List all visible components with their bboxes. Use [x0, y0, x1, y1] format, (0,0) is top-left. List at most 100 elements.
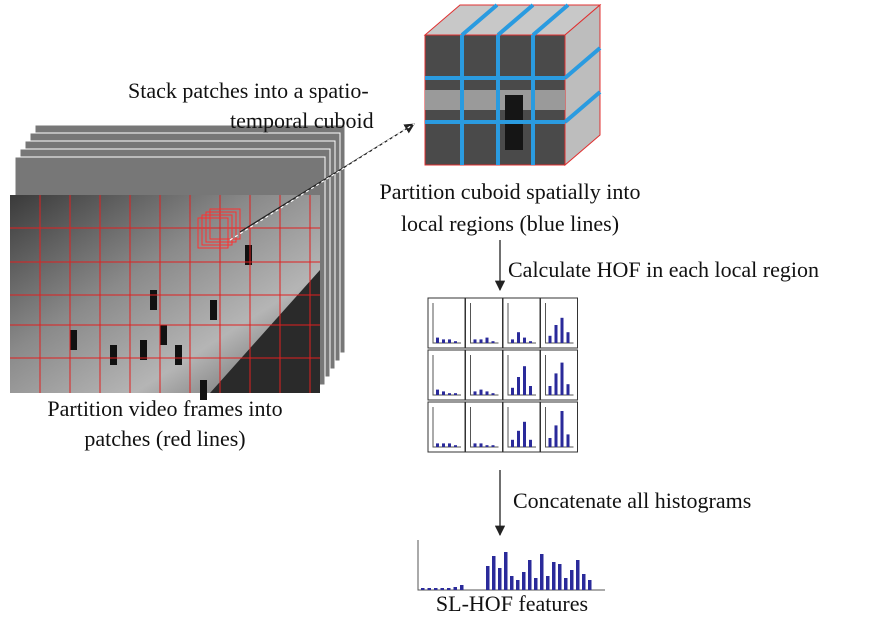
hist-bar [486, 391, 489, 395]
person [70, 330, 77, 350]
hist-bar [480, 443, 483, 447]
final-bar [570, 570, 574, 590]
hist-bar [523, 422, 526, 447]
person [140, 340, 147, 360]
final-bar [534, 578, 538, 590]
hist-bar [454, 445, 457, 447]
final-bar [552, 562, 556, 590]
label: Calculate HOF in each local region [508, 257, 819, 282]
hist-bar [442, 339, 445, 343]
hist-bar [549, 438, 552, 447]
final-bar [588, 580, 592, 590]
hist-cell [541, 298, 578, 348]
final-bar [447, 588, 451, 590]
label: Stack patches into a spatio- [128, 78, 369, 103]
final-bar [522, 572, 526, 590]
hist-bar [511, 440, 514, 447]
hist-bar [480, 339, 483, 343]
final-bar [492, 556, 496, 590]
hist-bar [474, 391, 477, 395]
hist-bar [442, 391, 445, 395]
hist-bar [529, 440, 532, 447]
hist-cell [428, 350, 465, 400]
final-bar [421, 588, 425, 590]
hist-cell [466, 402, 503, 452]
hist-bar [561, 363, 564, 395]
final-bar [558, 564, 562, 590]
hist-bar [561, 318, 564, 343]
person [175, 345, 182, 365]
hist-cell [466, 298, 503, 348]
hist-cell [503, 298, 540, 348]
hist-bar [561, 411, 564, 447]
hist-cell [541, 402, 578, 452]
hist-bar [549, 336, 552, 343]
hist-cell [503, 402, 540, 452]
person [160, 325, 167, 345]
hist-bar [454, 341, 457, 343]
hist-bar [555, 373, 558, 395]
final-bar [498, 568, 502, 590]
hist-bar [567, 384, 570, 395]
hist-bar [480, 390, 483, 395]
hist-bar [523, 338, 526, 343]
hist-bar [511, 339, 514, 343]
hist-bar [517, 332, 520, 343]
hist-bar [486, 445, 489, 447]
label: Partition cuboid spatially into [380, 179, 641, 204]
final-bar [576, 560, 580, 590]
hist-bar [442, 443, 445, 447]
hist-bar [549, 386, 552, 395]
label: local regions (blue lines) [401, 211, 619, 236]
hist-cell [466, 350, 503, 400]
label: Partition video frames into [47, 396, 282, 421]
person [110, 345, 117, 365]
page: {"labels": { "stack": {"lines": ["Stack … [0, 0, 878, 620]
hist-bar [448, 339, 451, 343]
hist-bar [555, 325, 558, 343]
final-bar [441, 588, 445, 590]
final-bar [540, 554, 544, 590]
cuboid [425, 5, 600, 165]
final-bar [454, 587, 458, 590]
hist-bar [492, 393, 495, 395]
hist-bar [567, 332, 570, 343]
final-bar [434, 588, 438, 590]
hist-bar [555, 425, 558, 447]
hist-bar [474, 443, 477, 447]
hist-bar [567, 434, 570, 447]
sl-hof-histogram [418, 540, 605, 590]
hist-bar [436, 338, 439, 343]
label: SL-HOF features [436, 591, 588, 616]
person [150, 290, 157, 310]
hist-bar [517, 431, 520, 447]
diagram: Stack patches into a spatio- temporal cu… [0, 0, 878, 620]
video-frames [10, 125, 345, 400]
final-bar [428, 588, 432, 590]
final-bar [528, 560, 532, 590]
hist-cell [503, 350, 540, 400]
hist-bar [529, 341, 532, 343]
final-bar [516, 580, 520, 590]
label: Concatenate all histograms [513, 488, 751, 513]
hist-bar [436, 390, 439, 395]
hist-bar [474, 339, 477, 343]
hist-bar [492, 445, 495, 447]
hist-bar [486, 338, 489, 343]
final-bar [546, 576, 550, 590]
final-bar [582, 574, 586, 590]
hist-bar [448, 393, 451, 395]
label: temporal cuboid [230, 108, 374, 133]
hist-cell [428, 402, 465, 452]
hist-bar [529, 386, 532, 395]
cuboid-road [425, 90, 565, 110]
final-bar [504, 552, 508, 590]
final-bar [486, 566, 490, 590]
final-bar [564, 578, 568, 590]
hist-bar [523, 366, 526, 395]
final-bar [510, 576, 514, 590]
hist-cell [428, 298, 465, 348]
final-bar [460, 585, 464, 590]
hist-bar [436, 443, 439, 447]
person [210, 300, 217, 320]
